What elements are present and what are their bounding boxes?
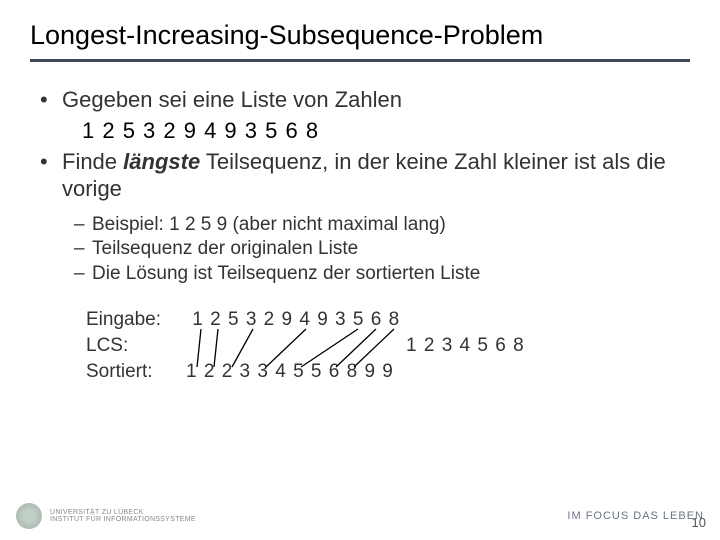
bullet-2-emph: längste — [123, 149, 200, 174]
label-lcs: LCS: — [86, 335, 186, 357]
page-number: 10 — [692, 515, 706, 530]
footer-left: UNIVERSITÄT ZU LÜBECK INSTITUT FÜR INFOR… — [16, 503, 196, 529]
value-lcs: 1 2 3 4 5 6 8 — [186, 335, 525, 357]
label-sortiert: Sortiert: — [86, 361, 186, 383]
value-eingabe: 1 2 5 3 2 9 4 9 3 5 6 8 — [186, 309, 400, 331]
sub-bullet-2: Teilsequenz der originalen Liste — [74, 237, 690, 262]
value-sortiert: 1 2 2 3 3 4 5 5 6 8 9 9 — [186, 361, 394, 383]
slide: Longest-Increasing-Subsequence-Problem G… — [0, 0, 720, 540]
numbers-sequence: 1 2 5 3 2 9 4 9 3 5 6 8 — [30, 118, 690, 144]
bullet-2-pre: Finde — [62, 149, 123, 174]
row-sortiert: Sortiert: 1 2 2 3 3 4 5 5 6 8 9 9 — [86, 361, 690, 387]
main-bullets: Gegeben sei eine Liste von Zahlen — [30, 86, 690, 114]
sub-bullet-1: Beispiel: 1 2 5 9 (aber nicht maximal la… — [74, 213, 690, 238]
title-rule — [30, 59, 690, 62]
sub-bullet-3: Die Lösung ist Teilsequenz der sortierte… — [74, 262, 690, 287]
uni-line-2: INSTITUT FÜR INFORMATIONSSYSTEME — [50, 516, 196, 523]
bullet-2: Finde längste Teilsequenz, in der keine … — [40, 148, 690, 203]
sub-bullets: Beispiel: 1 2 5 9 (aber nicht maximal la… — [30, 213, 690, 287]
university-seal-icon — [16, 503, 42, 529]
footer-motto: IM FOCUS DAS LEBEN — [567, 510, 704, 522]
university-text: UNIVERSITÄT ZU LÜBECK INSTITUT FÜR INFOR… — [50, 509, 196, 523]
uni-line-1: UNIVERSITÄT ZU LÜBECK — [50, 509, 196, 516]
label-eingabe: Eingabe: — [86, 309, 186, 331]
diagram: Eingabe: 1 2 5 3 2 9 4 9 3 5 6 8 LCS: 1 … — [86, 309, 690, 387]
row-eingabe: Eingabe: 1 2 5 3 2 9 4 9 3 5 6 8 — [86, 309, 690, 335]
footer: UNIVERSITÄT ZU LÜBECK INSTITUT FÜR INFOR… — [0, 500, 720, 540]
main-bullets-2: Finde längste Teilsequenz, in der keine … — [30, 148, 690, 203]
slide-title: Longest-Increasing-Subsequence-Problem — [30, 20, 690, 51]
row-lcs: LCS: 1 2 3 4 5 6 8 — [86, 335, 690, 361]
bullet-1: Gegeben sei eine Liste von Zahlen — [40, 86, 690, 114]
